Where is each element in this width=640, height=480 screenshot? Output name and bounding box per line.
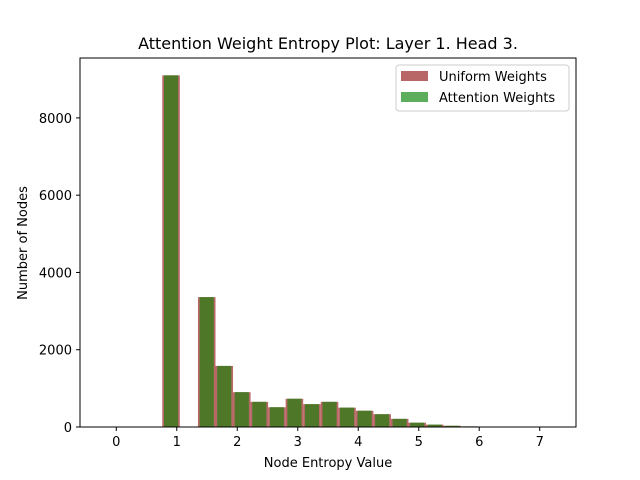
legend: Uniform Weights Attention Weights — [395, 64, 570, 112]
bar-overlap — [287, 398, 302, 427]
bar-overlap — [269, 407, 284, 427]
bar-overlap — [392, 418, 407, 427]
y-axis: 0 2000 4000 6000 8000 — [39, 112, 80, 436]
x-tick-label: 7 — [536, 435, 544, 450]
bar-overlap — [217, 365, 232, 427]
y-tick-label: 6000 — [39, 189, 72, 204]
y-axis-label: Number of Nodes — [16, 186, 31, 300]
plot-area — [79, 57, 577, 428]
y-tick-label: 2000 — [39, 344, 72, 359]
bar-overlap — [164, 75, 179, 427]
bar-overlap — [199, 297, 214, 427]
chart-title: Attention Weight Entropy Plot: Layer 1. … — [138, 34, 518, 53]
x-tick-label: 5 — [415, 435, 423, 450]
legend-label: Uniform Weights — [439, 70, 547, 85]
x-tick-label: 2 — [233, 435, 241, 450]
legend-label: Attention Weights — [439, 91, 555, 106]
bar-overlap — [375, 414, 390, 427]
bar-overlap — [252, 401, 267, 427]
bar-overlap — [410, 422, 425, 427]
bar-overlap — [340, 407, 355, 427]
bar-overlap — [234, 392, 249, 427]
legend-swatch — [401, 71, 428, 81]
bar-overlap — [445, 425, 460, 427]
x-tick-label: 1 — [173, 435, 181, 450]
x-tick-label: 3 — [294, 435, 302, 450]
x-axis-label: Node Entropy Value — [264, 456, 392, 471]
bar-overlap — [427, 424, 442, 427]
bar-overlap — [322, 401, 337, 427]
y-tick-label: 4000 — [39, 266, 72, 281]
x-tick-label: 0 — [112, 435, 120, 450]
bar-overlap — [304, 404, 319, 427]
bar-overlap — [357, 410, 372, 427]
plot-frame — [79, 57, 577, 428]
x-axis: 0 1 2 3 4 5 6 7 — [112, 427, 544, 450]
legend-swatch — [401, 92, 428, 102]
x-tick-label: 6 — [475, 435, 483, 450]
y-tick-label: 0 — [64, 421, 72, 436]
x-tick-label: 4 — [354, 435, 362, 450]
y-tick-label: 8000 — [39, 112, 72, 127]
legend-box — [395, 64, 570, 112]
